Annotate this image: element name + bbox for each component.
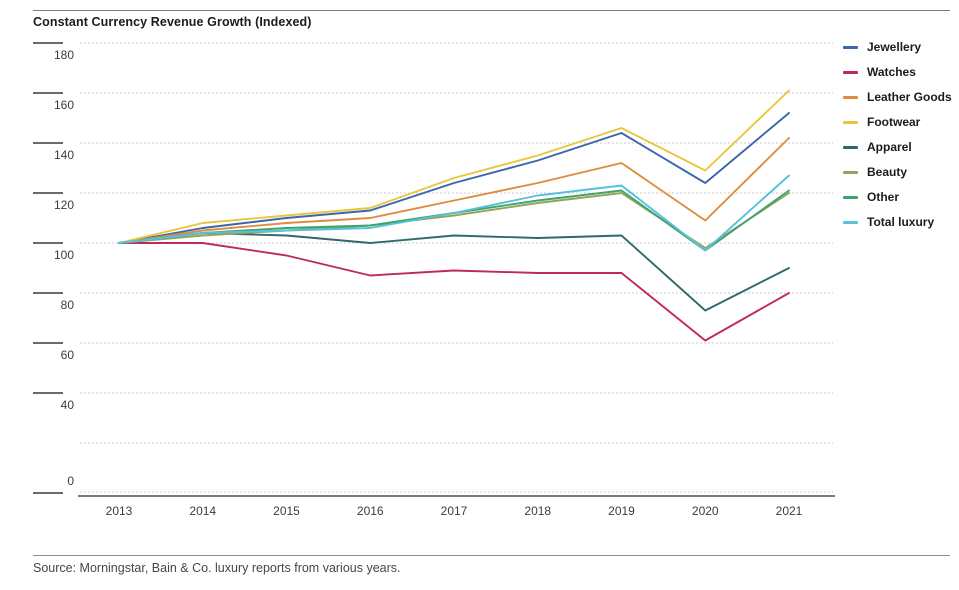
- legend-label: Other: [867, 190, 900, 204]
- legend-label: Leather Goods: [867, 90, 952, 104]
- legend-swatch-icon: [843, 220, 858, 224]
- legend-swatch-icon: [843, 195, 858, 199]
- y-axis-tick-label: 180: [53, 48, 74, 62]
- legend-label: Jewellery: [867, 40, 922, 54]
- series-line-other: [118, 189, 790, 252]
- series-line-watches: [118, 242, 790, 342]
- legend-item-beauty: Beauty: [843, 165, 952, 179]
- x-axis-tick-label: 2019: [608, 504, 635, 518]
- legend-item-apparel: Apparel: [843, 140, 952, 154]
- x-axis-tick-label: 2016: [356, 504, 384, 518]
- legend-swatch-icon: [843, 95, 858, 99]
- legend-swatch-icon: [843, 70, 858, 74]
- x-axis-tick-label: 2013: [105, 504, 133, 518]
- header-rule: [33, 10, 950, 11]
- legend-label: Apparel: [867, 140, 912, 154]
- x-axis-tick-label: 2018: [524, 504, 552, 518]
- x-axis-tick-label: 2015: [273, 504, 300, 518]
- series-line-footwear: [118, 89, 790, 244]
- x-axis-tick-label: 2014: [189, 504, 217, 518]
- x-axis-tick-label: 2017: [440, 504, 468, 518]
- x-axis-tick-label: 2020: [691, 504, 719, 518]
- y-axis-tick-label: 160: [53, 98, 74, 112]
- legend-swatch-icon: [843, 170, 858, 174]
- series-line-total-luxury: [118, 174, 790, 252]
- series-line-leather-goods: [118, 137, 790, 244]
- y-axis-tick-label: 120: [53, 198, 74, 212]
- legend-item-footwear: Footwear: [843, 115, 952, 129]
- x-axis-tick-label: 2021: [775, 504, 803, 518]
- source-note: Source: Morningstar, Bain & Co. luxury r…: [33, 561, 401, 575]
- series-line-jewellery: [118, 112, 790, 244]
- y-axis-tick-label: 80: [60, 298, 74, 312]
- y-axis-tick-label: 140: [53, 148, 74, 162]
- legend-swatch-icon: [843, 45, 858, 49]
- y-axis-tick-label: 100: [53, 248, 74, 262]
- legend-swatch-icon: [843, 120, 858, 124]
- legend-label: Footwear: [867, 115, 921, 129]
- footer-rule: [33, 555, 950, 556]
- legend: Jewellery Watches Leather Goods Footwear App…: [843, 40, 952, 240]
- legend-label: Watches: [867, 65, 916, 79]
- y-axis-tick-label: 0: [67, 474, 74, 488]
- legend-swatch-icon: [843, 145, 858, 149]
- chart-canvas: [33, 42, 835, 497]
- y-axis-tick-label: 40: [60, 398, 74, 412]
- legend-item-other: Other: [843, 190, 952, 204]
- legend-label: Beauty: [867, 165, 908, 179]
- legend-item-watches: Watches: [843, 65, 952, 79]
- chart-title: Constant Currency Revenue Growth (Indexe…: [33, 15, 312, 29]
- legend-label: Total luxury: [867, 215, 935, 229]
- legend-item-jewellery: Jewellery: [843, 40, 952, 54]
- legend-item-total-luxury: Total luxury: [843, 215, 952, 229]
- legend-item-leather-goods: Leather Goods: [843, 90, 952, 104]
- y-axis-tick-label: 60: [60, 348, 74, 362]
